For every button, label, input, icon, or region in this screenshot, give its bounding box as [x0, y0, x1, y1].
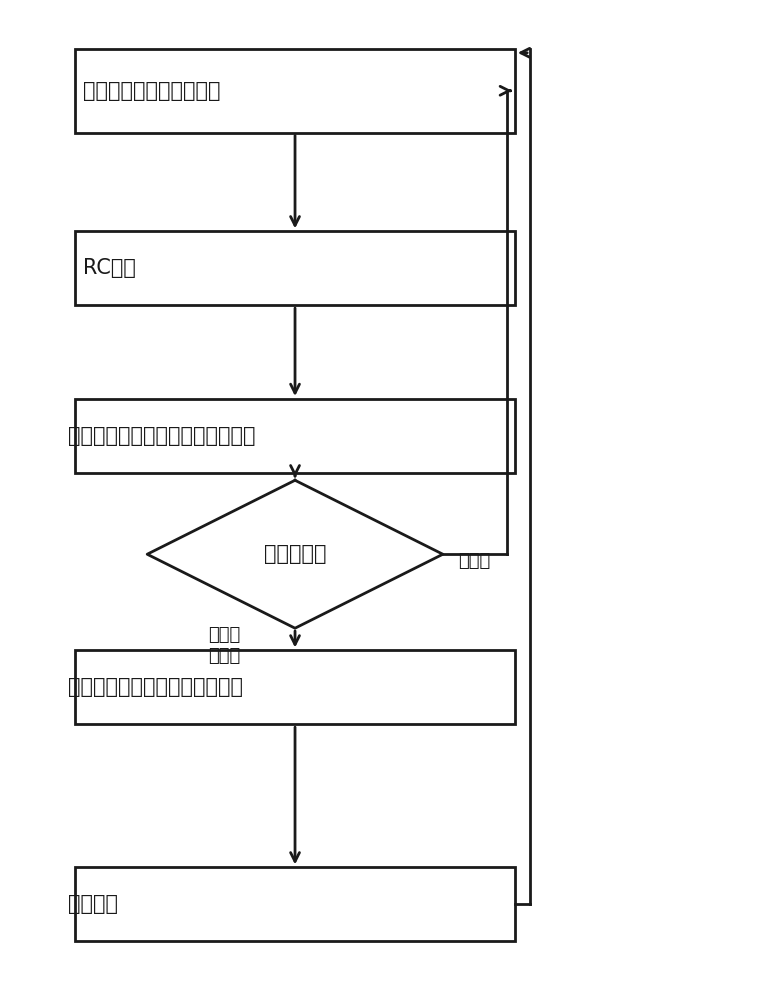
Text: 过零点检测: 过零点检测	[264, 544, 327, 564]
Bar	[75, 231, 515, 305]
Bar	[75, 399, 515, 473]
Text: 开通另一组合开关管导通下两相: 开通另一组合开关管导通下两相	[68, 677, 242, 697]
Bar	[75, 867, 515, 941]
Bar	[75, 650, 515, 724]
Text: 完成换相: 完成换相	[68, 894, 117, 914]
Text: 大于零: 大于零	[458, 552, 490, 570]
Text: 在线检测电机各相端电压: 在线检测电机各相端电压	[83, 81, 220, 101]
Text: 等于或
小于零: 等于或 小于零	[208, 626, 240, 665]
Text: RC滤波: RC滤波	[83, 258, 136, 278]
Bar	[75, 49, 515, 133]
Text: 与电机旋转的相序一致的坐标变换: 与电机旋转的相序一致的坐标变换	[68, 426, 255, 446]
